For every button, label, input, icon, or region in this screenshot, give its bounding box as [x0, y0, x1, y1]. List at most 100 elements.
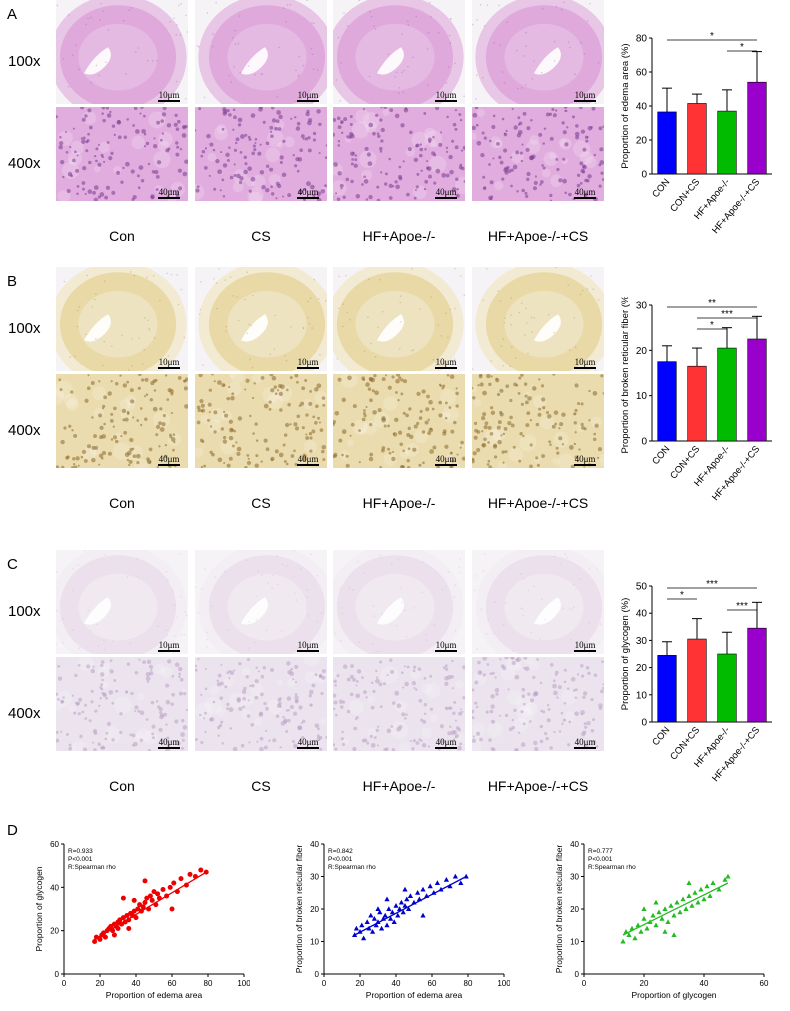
scale-bar: 40μm: [429, 737, 463, 749]
micrograph-image: [333, 657, 465, 751]
scatter-chart-svg: 0 20 40 60 0 20 40 60 80 100 Proportion of edema a…: [34, 840, 251, 1000]
scale-bar-line: [435, 650, 457, 652]
scale-bar: 10μm: [568, 90, 602, 102]
data-point: [632, 935, 638, 941]
scatter-chart: 0 20 40 60 0 20 40 60 80 100 Proportion of edema a…: [32, 838, 251, 1011]
scale-bar-label: 10μm: [574, 90, 596, 100]
scale-bar: 40μm: [291, 454, 325, 466]
y-tick-label: 0: [641, 718, 647, 729]
micrograph: [56, 374, 188, 468]
data-point: [415, 889, 421, 895]
micrograph-image: [195, 267, 327, 371]
group-label: HF+Apoe-/-: [362, 228, 436, 244]
panel-letter: A: [7, 6, 18, 23]
y-tick-label: 0: [315, 970, 320, 979]
micrograph: [195, 0, 327, 104]
scale-bar: 40μm: [291, 187, 325, 199]
stat-label: R=0.933: [68, 848, 93, 855]
data-point: [641, 906, 647, 911]
data-point: [384, 896, 390, 902]
micrograph: [195, 374, 327, 468]
bar: [657, 111, 677, 175]
micrograph-image: [472, 657, 604, 751]
magnification-label: 400x: [8, 154, 41, 172]
micrograph-image: [472, 267, 604, 371]
micrograph-image: [472, 0, 604, 104]
micrograph: [472, 0, 604, 104]
y-tick-label: 10: [310, 938, 319, 947]
data-point: [689, 902, 695, 908]
significance-label: ***: [721, 309, 733, 320]
scale-bar: 10μm: [152, 640, 186, 652]
data-point: [373, 922, 379, 928]
data-point: [458, 880, 464, 885]
scale-bar: 10μm: [568, 640, 602, 652]
data-point: [656, 909, 662, 915]
scale-bar-line: [158, 197, 180, 199]
micrograph: [195, 550, 327, 654]
data-point: [93, 934, 99, 940]
micrograph: [56, 550, 188, 654]
data-point: [692, 889, 698, 895]
stat-label: P<0.001: [588, 856, 613, 863]
y-tick-label: 30: [310, 873, 319, 882]
data-point: [370, 928, 376, 934]
data-point: [97, 936, 103, 942]
y-tick-label: 0: [641, 170, 647, 181]
micrograph-image: [56, 0, 188, 104]
y-axis-label: Proportion of glycogen: [34, 866, 44, 951]
data-point: [680, 896, 686, 902]
x-tick-label: 0: [62, 979, 67, 988]
scale-bar: 40μm: [152, 187, 186, 199]
data-point: [352, 932, 358, 937]
data-point: [647, 919, 653, 924]
data-point: [411, 899, 417, 905]
scale-bar-label: 10μm: [297, 357, 319, 367]
y-tick-label: 20: [636, 663, 648, 674]
significance-label: **: [708, 298, 716, 309]
scatter-chart: 0 10 20 30 40 0 20 40 60 Proportion of glycogen Pr…: [552, 838, 770, 1011]
micrograph: [472, 267, 604, 371]
y-axis-label: Proportion of edema area (%): [620, 43, 631, 168]
bar: [717, 653, 737, 723]
scale-bar-line: [574, 197, 596, 199]
data-point: [361, 935, 367, 941]
x-tick-label: 100: [237, 979, 250, 988]
data-point: [101, 930, 107, 936]
data-point: [659, 915, 665, 921]
micrograph-image: [333, 374, 465, 468]
scale-bar: 10μm: [152, 357, 186, 369]
scale-bar-label: 10μm: [158, 357, 180, 367]
stat-label: R=0.842: [328, 848, 353, 855]
scale-bar-line: [158, 367, 180, 369]
data-point: [650, 912, 656, 918]
data-point: [174, 889, 180, 895]
data-point: [359, 922, 365, 928]
data-point: [725, 873, 731, 879]
data-point: [665, 919, 671, 924]
micrograph: [472, 374, 604, 468]
data-point: [671, 932, 677, 937]
data-point: [701, 896, 707, 902]
scale-bar: 40μm: [429, 187, 463, 199]
group-label: Con: [109, 778, 135, 794]
x-tick-label: 20: [96, 979, 105, 988]
scale-bar-label: 40μm: [158, 187, 180, 197]
data-point: [131, 897, 137, 903]
micrograph: [333, 107, 465, 201]
data-point: [420, 912, 426, 918]
micrograph-image: [195, 550, 327, 654]
scale-bar: 10μm: [429, 640, 463, 652]
scale-bar: 40μm: [568, 454, 602, 466]
micrograph-image: [195, 107, 327, 201]
bar: [747, 81, 767, 175]
x-axis-label: Proportion of edema area: [366, 990, 463, 1000]
scale-bar: 10μm: [291, 90, 325, 102]
data-point: [662, 906, 668, 911]
micrograph-image: [333, 550, 465, 654]
y-tick-label: 20: [50, 927, 59, 936]
x-axis-label: Proportion of edema area: [106, 990, 203, 1000]
micrograph-image: [333, 0, 465, 104]
group-label: HF+Apoe-/-+CS: [487, 495, 589, 511]
data-point: [126, 926, 132, 931]
